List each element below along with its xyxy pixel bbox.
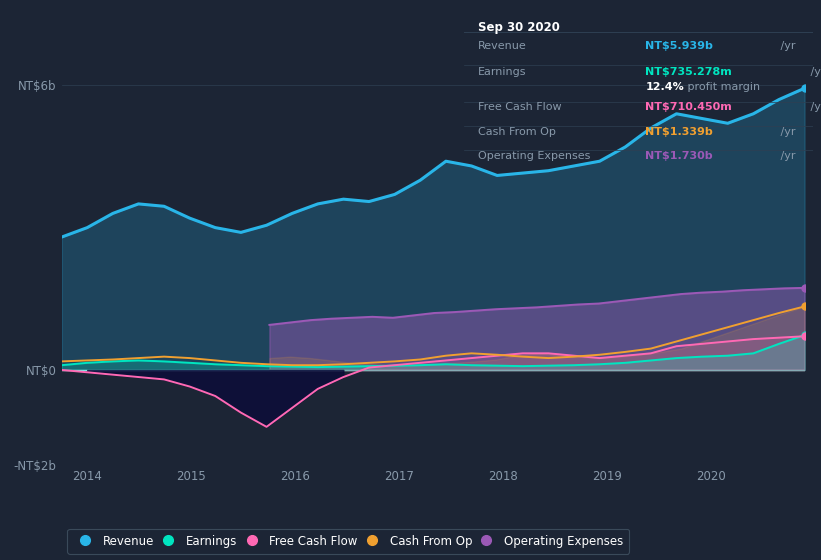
Text: Sep 30 2020: Sep 30 2020 — [478, 21, 560, 34]
Text: NT$710.450m: NT$710.450m — [645, 102, 732, 112]
Text: NT$1.730b: NT$1.730b — [645, 151, 713, 161]
Text: 12.4%: 12.4% — [645, 82, 684, 92]
Text: NT$5.939b: NT$5.939b — [645, 41, 713, 52]
Text: /yr: /yr — [806, 102, 821, 112]
Text: Operating Expenses: Operating Expenses — [478, 151, 590, 161]
Text: /yr: /yr — [777, 127, 796, 137]
Text: Earnings: Earnings — [478, 67, 526, 77]
Legend: Revenue, Earnings, Free Cash Flow, Cash From Op, Operating Expenses: Revenue, Earnings, Free Cash Flow, Cash … — [67, 529, 629, 554]
Text: Free Cash Flow: Free Cash Flow — [478, 102, 562, 112]
Text: profit margin: profit margin — [684, 82, 759, 92]
Text: /yr: /yr — [777, 41, 796, 52]
Text: Cash From Op: Cash From Op — [478, 127, 556, 137]
Text: NT$735.278m: NT$735.278m — [645, 67, 732, 77]
Text: Revenue: Revenue — [478, 41, 526, 52]
Text: /yr: /yr — [777, 151, 796, 161]
Text: /yr: /yr — [806, 67, 821, 77]
Text: NT$1.339b: NT$1.339b — [645, 127, 713, 137]
